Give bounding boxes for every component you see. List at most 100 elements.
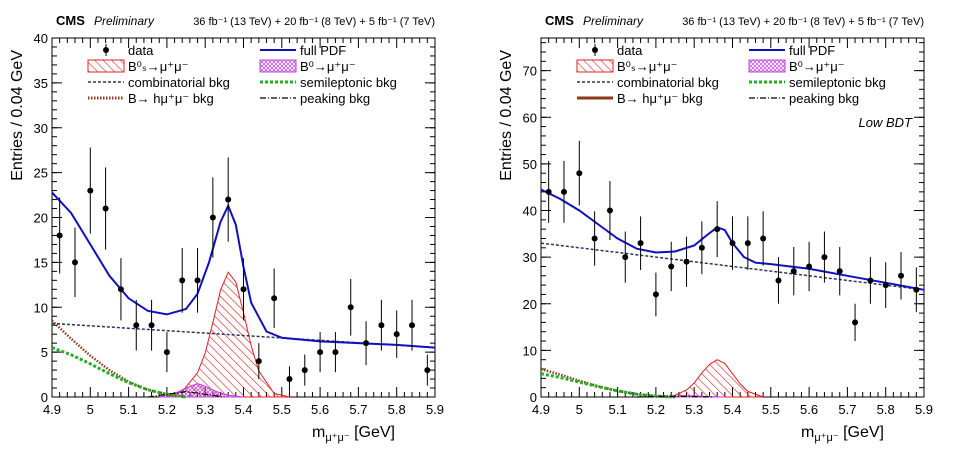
x-tick-label: 5.1	[120, 402, 138, 417]
data-point	[714, 226, 721, 233]
semileptonic-curve	[51, 346, 187, 399]
x-tick-label: 5.2	[158, 402, 176, 417]
full-pdf-curve	[540, 188, 925, 291]
data-point	[591, 235, 598, 242]
data-point	[209, 214, 216, 221]
legend-label-semileptonic: semileptonic bkg	[789, 75, 886, 90]
data-point	[148, 322, 155, 329]
data-point	[560, 188, 567, 195]
data-point	[255, 358, 262, 365]
data-point	[179, 277, 186, 284]
legend-label-bhmumu: B→ hμ⁺μ⁻ bkg	[128, 91, 214, 106]
data-point	[378, 322, 385, 329]
legend-label-combinatorial: combinatorial bkg	[128, 75, 230, 90]
peaking-curve	[147, 390, 225, 398]
data-point	[729, 240, 736, 247]
y-tick-label: 30	[34, 121, 48, 136]
legend-label-data: data	[617, 43, 643, 58]
y-tick-label: 0	[41, 390, 48, 405]
legend-label-b0: B⁰→μ⁺μ⁻	[300, 59, 356, 74]
data-point	[898, 272, 905, 279]
data-point	[240, 286, 247, 293]
legend-label-bhmumu: B→ hμ⁺μ⁻ bkg	[617, 91, 703, 106]
data-point	[393, 331, 400, 338]
y-tick-label: 5	[41, 345, 48, 360]
data-point	[744, 240, 751, 247]
x-tick-label: 5.8	[388, 402, 406, 417]
y-tick-label: 10	[523, 343, 537, 358]
x-tick-label: 5.6	[311, 402, 329, 417]
x-tick-label: 5.9	[426, 402, 444, 417]
legend-marker-data	[592, 47, 598, 53]
data-point	[347, 304, 354, 311]
data-point	[424, 367, 431, 374]
legend-label-full_pdf: full PDF	[300, 43, 346, 58]
x-tick-label: 5.5	[273, 402, 291, 417]
x-tick-label: 5	[576, 402, 583, 417]
data-point	[102, 205, 109, 212]
y-tick-label: 35	[34, 76, 48, 91]
data-point	[790, 268, 797, 275]
data-point	[867, 277, 874, 284]
x-tick-label: 5.7	[838, 402, 856, 417]
combinatorial-curve	[51, 322, 436, 349]
legend-label-semileptonic: semileptonic bkg	[300, 75, 397, 90]
x-tick-label: 5.5	[762, 402, 780, 417]
data-point	[409, 322, 416, 329]
data-point	[332, 349, 339, 356]
legend-label-bs: B⁰ₛ→μ⁺μ⁻	[128, 59, 188, 74]
data-point	[806, 263, 813, 270]
legend-marker-b0	[748, 59, 786, 73]
data-point	[163, 349, 170, 356]
y-axis-label: Entries / 0.04 GeV	[9, 50, 26, 181]
y-tick-label: 40	[34, 31, 48, 46]
x-tick-label: 5.2	[647, 402, 665, 417]
chart-svg: CMS Preliminary 36 fb⁻¹ (13 TeV) + 20 fb⁻¹…	[498, 13, 933, 444]
legend-label-bs: B⁰ₛ→μ⁺μ⁻	[617, 59, 677, 74]
chart-svg: CMS Preliminary 36 fb⁻¹ (13 TeV) + 20 fb⁻¹…	[9, 13, 444, 444]
data-point	[133, 322, 140, 329]
data-point	[194, 277, 201, 284]
status-label: Preliminary	[94, 14, 155, 28]
legend-marker-bs	[576, 59, 614, 73]
x-tick-label: 5.9	[915, 402, 933, 417]
y-tick-label: 0	[530, 390, 537, 405]
data-point	[56, 232, 63, 239]
data-point	[698, 244, 705, 251]
y-tick-label: 15	[34, 255, 48, 270]
bs-signal-area	[670, 359, 764, 398]
data-point	[286, 376, 293, 383]
y-tick-label: 70	[523, 64, 537, 79]
data-point	[882, 282, 889, 289]
experiment-label: CMS	[545, 13, 574, 28]
y-tick-label: 60	[523, 110, 537, 125]
data-point	[622, 254, 629, 261]
bhmumu-curve	[540, 367, 676, 399]
data-point	[117, 286, 124, 293]
data-point	[668, 263, 675, 270]
data-point	[576, 170, 583, 177]
legend-marker-bs	[87, 59, 125, 73]
bhmumu-curve	[51, 319, 187, 399]
legend-label-peaking: peaking bkg	[300, 91, 370, 106]
lumi-label: 36 fb⁻¹ (13 TeV) + 20 fb⁻¹ (8 TeV) + 5 f…	[193, 16, 435, 28]
legend-label-combinatorial: combinatorial bkg	[617, 75, 719, 90]
full-pdf-curve	[51, 191, 436, 349]
x-tick-label: 5.8	[877, 402, 895, 417]
y-axis-label: Entries / 0.04 GeV	[498, 50, 515, 181]
data-point	[71, 259, 78, 266]
status-label: Preliminary	[583, 14, 644, 28]
chart-panel-left: CMS Preliminary 36 fb⁻¹ (13 TeV) + 20 fb⁻¹…	[9, 13, 444, 444]
legend-label-peaking: peaking bkg	[789, 91, 859, 106]
data-point	[652, 291, 659, 298]
data-point	[637, 240, 644, 247]
semileptonic-curve	[540, 372, 676, 399]
experiment-label: CMS	[56, 13, 85, 28]
x-tick-label: 5.6	[800, 402, 818, 417]
data-point	[775, 277, 782, 284]
data-point	[760, 235, 767, 242]
data-point	[683, 258, 690, 265]
data-point	[363, 340, 370, 347]
x-tick-label: 5	[87, 402, 94, 417]
x-axis-label: mμ⁺μ⁻ [GeV]	[801, 424, 884, 444]
